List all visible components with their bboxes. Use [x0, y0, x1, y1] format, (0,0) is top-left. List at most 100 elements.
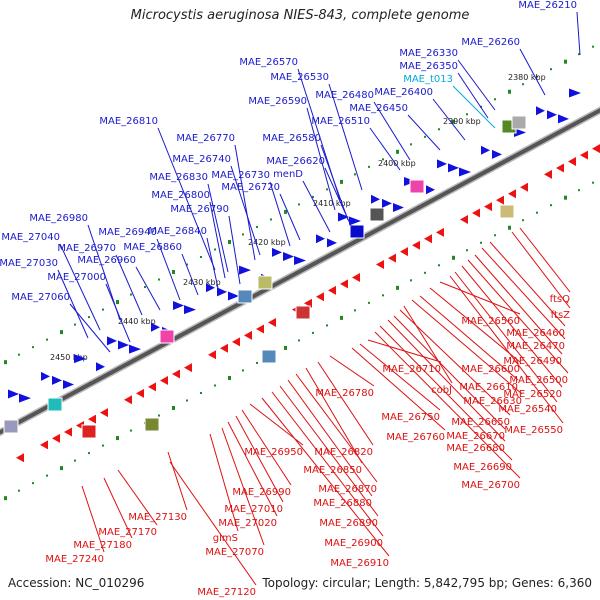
scale-tick-lower: [340, 315, 343, 320]
scale-tick-lower: [200, 392, 202, 394]
reverse-gene-label-leader: [374, 331, 521, 479]
reverse-gene-label: MAE_26490: [503, 356, 562, 367]
feature-block: [409, 179, 425, 194]
scale-tick-upper: [214, 248, 216, 251]
forward-gene-arrow: [371, 194, 380, 204]
scale-tick-upper: [4, 360, 7, 365]
scale-tick-upper: [382, 158, 384, 161]
forward-gene-arrow: [118, 340, 129, 350]
reverse-gene-label: ftsQ: [550, 294, 570, 305]
reverse-gene-label: cobJ: [431, 385, 452, 396]
scale-tick-lower: [32, 482, 34, 485]
feature-block: [237, 289, 253, 304]
forward-gene-arrow: [448, 163, 459, 173]
reverse-gene-arrow: [52, 433, 60, 443]
scale-tick-lower: [242, 369, 244, 372]
scale-tick-upper: [410, 143, 412, 146]
reverse-gene-arrow: [172, 369, 180, 379]
reverse-gene-label-leader: [454, 271, 558, 403]
scale-tick-upper: [172, 270, 175, 275]
scale-tick-lower: [46, 474, 48, 477]
reverse-gene-label: MAE_26690: [453, 462, 512, 473]
kbp-tick-label: 2420 kbp: [248, 238, 286, 247]
forward-gene-label-leader: [328, 83, 363, 191]
reverse-gene-arrow: [340, 279, 348, 289]
scale-tick-upper: [466, 113, 468, 116]
forward-gene-arrow: [239, 265, 251, 275]
forward-gene-arrow: [294, 256, 306, 266]
forward-gene-label-leader: [306, 107, 336, 211]
reverse-gene-label: MAE_26550: [504, 425, 563, 436]
feature-block: [159, 329, 175, 344]
scale-tick-lower: [60, 466, 63, 471]
reverse-gene-label: MAE_26880: [313, 498, 372, 509]
scale-tick-upper: [550, 68, 552, 71]
forward-gene-label-leader: [206, 237, 219, 289]
forward-gene-label-leader: [576, 11, 581, 56]
feature-block: [511, 115, 527, 130]
feature-block: [295, 305, 311, 320]
forward-gene-label: menD: [273, 169, 303, 180]
scale-tick-lower: [522, 219, 524, 222]
scale-tick-lower: [116, 436, 119, 441]
reverse-gene-label-leader: [235, 415, 284, 503]
reverse-gene-label-leader: [279, 385, 379, 517]
reverse-gene-arrow: [472, 208, 480, 218]
scale-tick-upper: [116, 300, 119, 305]
reverse-gene-arrow: [100, 408, 108, 418]
reverse-gene-label: MAE_26520: [503, 389, 562, 400]
forward-gene-label: MAE_26530: [270, 72, 329, 83]
genome-axis: [0, 108, 600, 435]
forward-gene-label-leader: [228, 215, 241, 285]
forward-gene-label-leader: [230, 165, 261, 256]
reverse-gene-arrow: [244, 330, 252, 340]
forward-gene-label: MAE_26620: [266, 156, 325, 167]
reverse-gene-arrow: [316, 292, 324, 302]
reverse-gene-arrow: [388, 253, 396, 263]
reverse-gene-arrow: [208, 350, 216, 360]
reverse-gene-label: MAE_26890: [319, 518, 378, 529]
scale-tick-lower: [18, 489, 20, 492]
reverse-gene-label-leader: [271, 391, 384, 537]
reverse-gene-label-leader: [481, 247, 566, 340]
forward-gene-label: MAE_26860: [123, 242, 182, 253]
reverse-gene-arrow: [592, 144, 600, 154]
reverse-gene-label: MAE_26630: [463, 396, 522, 407]
reverse-gene-label-leader: [393, 315, 506, 430]
accession-text: Accession: NC_010296: [8, 576, 145, 590]
reverse-gene-label: MAE_27070: [205, 547, 264, 558]
scale-tick-lower: [578, 189, 580, 192]
forward-gene-label: MAE_26980: [29, 213, 88, 224]
reverse-gene-label-leader: [489, 241, 566, 327]
forward-gene-label-leader: [181, 253, 199, 296]
reverse-gene-label-leader: [461, 265, 563, 388]
reverse-gene-arrow: [568, 157, 576, 167]
forward-gene-label-leader: [279, 193, 301, 241]
forward-gene-label: MAE_26830: [149, 172, 208, 183]
scale-tick-upper: [298, 203, 300, 206]
reverse-gene-label: ftsZ: [551, 310, 570, 321]
forward-gene-arrow: [338, 212, 349, 222]
feature-block: [144, 417, 160, 432]
scale-tick-lower: [298, 339, 300, 342]
scale-tick-lower: [130, 429, 132, 432]
scale-tick-upper: [368, 165, 370, 168]
scale-tick-lower: [452, 255, 455, 260]
reverse-gene-label: MAE_26650: [451, 417, 510, 428]
reverse-gene-label-leader: [241, 409, 292, 486]
reverse-gene-arrow: [268, 318, 276, 328]
forward-gene-label: MAE_26580: [262, 133, 321, 144]
scale-tick-lower: [508, 225, 511, 230]
reverse-gene-arrow: [544, 169, 552, 179]
reverse-gene-label: MAE_26950: [244, 447, 303, 458]
reverse-gene-arrow: [304, 298, 312, 308]
reverse-gene-arrow: [184, 363, 192, 373]
scale-tick-lower: [466, 249, 468, 252]
scale-tick-lower: [312, 331, 314, 334]
forward-gene-label: MAE_26590: [248, 96, 307, 107]
scale-tick-upper: [326, 188, 328, 191]
forward-gene-label: MAE_26970: [57, 243, 116, 254]
reverse-gene-label-leader: [317, 361, 374, 446]
